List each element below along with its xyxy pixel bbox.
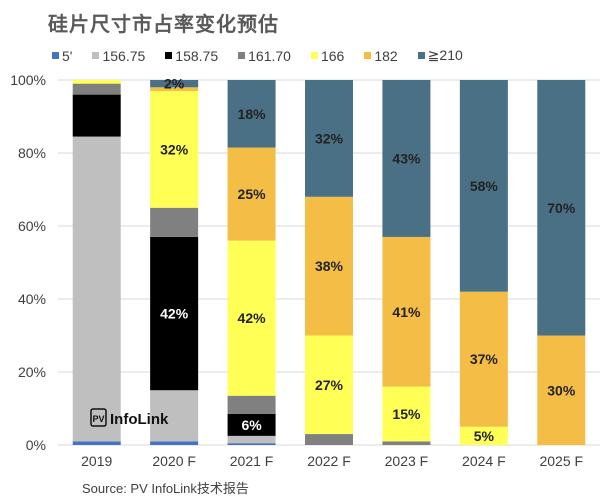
legend-swatch [92,52,100,59]
data-label: 38% [315,258,344,274]
bar-segment [305,80,353,197]
bar-segment [382,441,431,445]
bar-segment [459,80,508,292]
x-tick-label: 2019 [81,453,112,469]
data-label: 37% [470,351,499,367]
bar-segment [150,390,199,442]
legend-item: 158.75 [165,47,218,64]
bar-segment [227,147,276,241]
legend-label: 161.70 [248,47,291,64]
y-tick-label: 40% [18,291,46,307]
data-label: 58% [470,178,499,194]
data-label: 5% [474,428,495,444]
bar-segment [72,441,121,445]
source-note: Source: PV InfoLink技术报告 [82,481,249,496]
x-tick-label: 2023 F [385,453,429,469]
bar-segment [150,207,199,237]
legend-label: 158.75 [175,47,219,64]
bar-segment [305,335,353,435]
legend-swatch [165,52,173,59]
legend-item: 166 [310,47,345,64]
bar-segment [305,434,353,445]
x-tick-label: 2020 F [152,453,196,469]
legend-swatch [52,52,59,59]
legend-label: 156.75 [102,47,146,64]
legend-label: 182 [374,47,398,64]
bar-segment [382,386,431,442]
legend-item: 156.75 [92,47,145,64]
bar-segment [227,395,276,414]
y-tick-label: 60% [18,218,46,234]
x-tick-label: 2022 F [307,453,351,469]
legend-item: ≧210 [417,47,463,64]
y-tick-label: 20% [18,364,46,380]
legend-item: 161.70 [238,47,291,64]
data-label: 32% [160,141,189,157]
legend-item: 5' [52,47,72,64]
bar-segment [459,291,508,427]
data-label: 2% [164,76,185,92]
data-label: 18% [238,106,267,122]
bar-segment [227,435,276,444]
legend-swatch [238,52,246,59]
legend-label: 5' [62,47,73,64]
data-label: 42% [238,310,267,326]
legend-swatch [364,52,372,59]
legend-label: 166 [320,47,345,64]
data-label: 42% [160,306,189,322]
bar-segment [150,236,199,391]
plot-area: 0% 20% 40% 60% 80% 100% 2019 42% 32% 2% 2020 F 6% 42… [10,72,600,469]
data-label: 6% [241,417,262,433]
watermark-text: InfoLink [110,411,169,428]
data-label: 30% [547,382,576,398]
legend: 5' 156.75 158.75 161.70 166 182 ≧210 [52,47,483,64]
legend-swatch [417,52,425,59]
bar-segment [72,94,121,137]
bar-segment [227,80,276,148]
y-tick-label: 100% [10,72,46,88]
data-label: 32% [315,130,344,146]
x-tick-label: 2021 F [230,453,274,469]
data-label: 15% [392,406,421,422]
watermark-logo-box [90,408,107,427]
data-label: 43% [392,150,421,166]
data-label: 70% [547,200,576,216]
bar-segment [305,196,353,336]
x-tick-label: 2025 F [539,453,583,469]
bar-segment [537,80,586,336]
data-label: 41% [392,304,421,320]
bar-segment [227,240,276,396]
y-tick-label: 80% [18,145,46,161]
bar-segment [382,236,431,387]
y-tick-label: 0% [26,437,46,453]
bar-segment [150,80,199,88]
legend-swatch [310,52,318,59]
watermark-logo-text: PV [93,414,105,424]
bar-segment [72,83,121,95]
bar-segment [227,413,276,436]
bar-segment [72,80,121,84]
x-tick-label: 2024 F [462,453,506,469]
bar-segment [459,426,508,445]
bar-segment [150,87,199,91]
bar-segment [227,443,276,445]
data-label: 27% [315,377,344,393]
bar-segment [382,80,431,237]
bar-segment [150,441,199,445]
data-label: 25% [238,186,267,202]
legend-item: 182 [364,47,398,64]
chart-title: 硅片尺寸市占率变化预估 [48,14,279,36]
legend-label: ≧210 [427,47,463,63]
bar-segment [72,136,121,442]
bar-segment [150,90,199,208]
bar-segment [537,335,586,445]
